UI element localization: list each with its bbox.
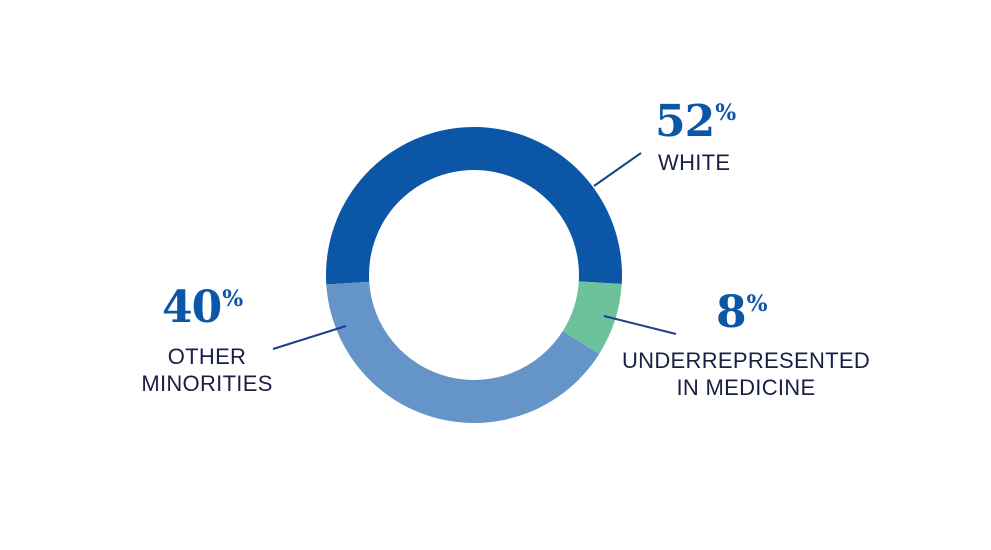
pct-urim-value: 8 (716, 287, 747, 338)
leader-line-other (272, 325, 347, 350)
pct-other: 40% (162, 286, 243, 330)
label-white: WHITE (658, 150, 731, 175)
pct-white: 52% (655, 100, 736, 144)
pct-sign: % (746, 291, 768, 317)
label-other-line1: OTHER (167, 344, 247, 369)
pct-other-value: 40 (162, 282, 222, 333)
pct-sign: % (715, 100, 737, 126)
leader-line-urim (603, 315, 677, 335)
pct-white-value: 52 (655, 96, 715, 147)
pct-urim: 8% (716, 291, 768, 335)
label-urim-line2: IN MEDICINE (676, 375, 816, 400)
label-urim-line1: UNDERREPRESENTED (621, 348, 871, 373)
label-other-line2: MINORITIES (141, 371, 273, 396)
donut-slices (326, 126, 622, 423)
pct-sign: % (222, 286, 244, 312)
label-other: OTHER MINORITIES (126, 343, 288, 397)
donut-slice-white (326, 126, 622, 285)
donut-slice-underrepresented-in-medicine (562, 281, 622, 355)
leader-line-white (593, 152, 642, 187)
donut-slice-other-minorities (326, 281, 600, 423)
label-urim: UNDERREPRESENTED IN MEDICINE (613, 347, 879, 401)
